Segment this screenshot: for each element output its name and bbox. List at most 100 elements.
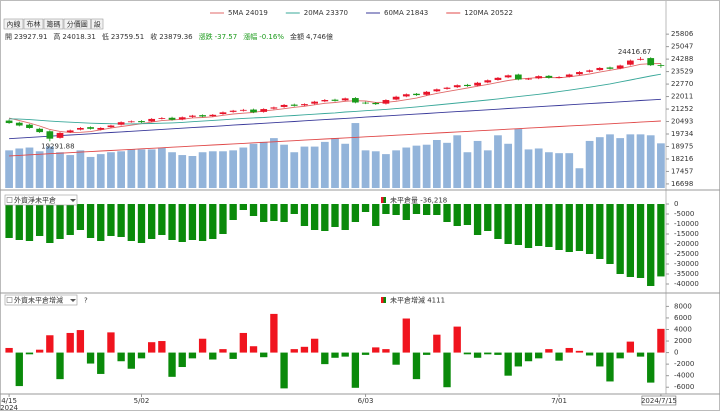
tab-label[interactable]: 分價圖 [67,20,88,29]
candle-body [321,100,329,102]
tab-label[interactable]: 布林 [27,20,41,29]
bar [86,204,95,238]
info-label: 收 [150,32,157,41]
info-value: -37.57 [215,33,238,41]
bar [433,334,441,353]
candle-body [545,75,553,78]
bar [300,204,309,226]
volume-bar [300,146,309,188]
candle-body [474,82,481,86]
tab-label[interactable]: 內線 [7,20,21,29]
candle-body [5,120,13,124]
bar [168,204,176,240]
bar [56,204,64,239]
bar [372,347,380,353]
candle-body [596,67,604,71]
volume-bar [432,140,441,188]
bar [46,335,54,353]
volume-bar [208,151,217,188]
candle-body [392,96,400,100]
bar [422,352,431,355]
volume-bar [646,135,655,188]
bar [616,352,624,359]
info-label: 漲幅 [243,32,257,41]
info-label: 高 [53,32,60,41]
tab-label[interactable]: 籌碼 [47,20,61,29]
y-tick-label: 23529 [671,68,693,76]
selector[interactable] [4,194,78,206]
candle-body [402,94,410,97]
bar [290,204,298,214]
volume-bar [545,152,553,188]
volume-bar [453,135,462,188]
candle-body [657,65,665,66]
volume-bar [555,153,563,188]
bar [504,204,512,244]
candle-body [36,128,44,133]
candle-body [311,101,318,104]
y-tick-label: 24288 [671,55,693,63]
bar [229,204,237,220]
bar [127,352,135,369]
bar [260,204,268,222]
candle-body [168,117,176,120]
volume-bar [117,151,125,188]
volume-bar [494,135,502,188]
candle-body [15,122,23,126]
candle-body [372,102,380,105]
bar [188,352,197,359]
volume-bar [565,153,574,188]
tab[interactable] [3,18,24,30]
bar [25,352,34,355]
bar [209,352,217,360]
candle-body [189,115,196,117]
bar [198,338,207,353]
selector[interactable] [4,294,78,306]
ma-line [9,120,661,157]
y-tick-label: 0 [674,200,678,208]
bar [524,352,533,362]
bar [606,352,614,382]
bar [148,204,156,239]
candle-body [341,98,349,101]
legend-swatch [383,297,386,303]
bar [229,352,237,359]
volume-bar [310,146,319,188]
candle-body [606,67,614,69]
bar [290,349,298,353]
bar [76,330,85,353]
bar [178,352,186,368]
y-tick-label: -2000 [674,360,694,368]
candle-body [97,127,105,130]
y-tick-label: -4000 [674,372,694,380]
candle-body [46,131,54,139]
info-value: 24018.31 [62,33,95,41]
candle-body [576,72,583,75]
y-tick-label: -6000 [674,383,694,391]
annotation: 24416.67 [618,48,651,56]
volume-bar [229,150,238,188]
volume-bar [626,134,635,188]
bar [76,204,85,230]
volume-bar [361,150,370,188]
tab[interactable] [63,18,91,30]
volume-bar [575,168,584,188]
tab[interactable] [43,18,64,30]
candle-body [127,121,135,123]
bar [158,341,166,353]
bar [626,341,635,353]
volume-bar [5,150,13,188]
candle-body [555,77,563,78]
candle-body [647,58,655,66]
x-year-label: 2024 [0,404,18,411]
tab[interactable] [23,18,44,30]
tab[interactable] [91,18,104,30]
volume-bar [188,156,197,188]
info-label: 開 [5,33,12,41]
candle-body [260,109,268,112]
candle-body [626,60,634,65]
volume-bar [585,140,594,188]
bar [219,204,227,234]
tab-label[interactable]: 設 [94,20,101,29]
